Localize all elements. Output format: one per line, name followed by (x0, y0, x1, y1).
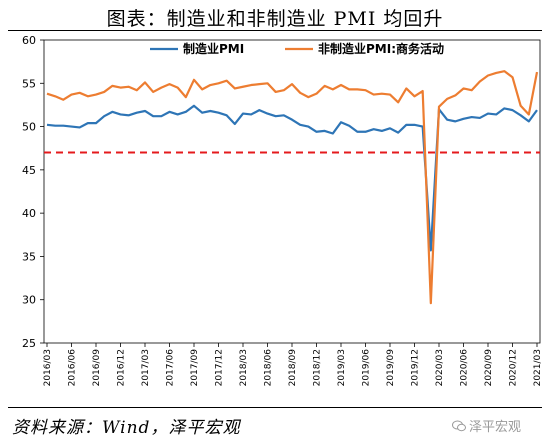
title-divider (8, 30, 542, 31)
x-tick-label: 2016/09 (92, 349, 102, 387)
legend-item-manufacturing-label: 制造业PMI (183, 41, 244, 56)
x-tick-label: 2019/06 (362, 349, 372, 387)
x-tick-label: 2019/03 (337, 349, 347, 386)
y-tick-label: 35 (22, 250, 36, 263)
x-tick-label: 2016/12 (117, 349, 127, 386)
footer-divider (8, 407, 542, 408)
x-tick-label: 2018/03 (239, 349, 249, 386)
x-tick-label: 2019/12 (411, 349, 421, 386)
wechat-icon (452, 420, 466, 432)
non-manufacturing-pmi-line (46, 70, 539, 305)
x-tick-label: 2017/09 (190, 349, 200, 387)
y-tick-label: 50 (22, 121, 36, 134)
x-tick-label: 2020/03 (435, 349, 445, 386)
x-tick-label: 2018/06 (264, 349, 274, 387)
x-tick-label: 2016/06 (68, 349, 78, 387)
x-tick-label: 2017/03 (141, 349, 151, 386)
x-tick-label: 2016/03 (43, 349, 53, 386)
y-tick-label: 60 (22, 34, 36, 47)
x-tick-label: 2017/06 (166, 349, 176, 387)
legend-item-non-manufacturing-label: 非制造业PMI:商务活动 (318, 41, 444, 56)
x-tick-label: 2018/09 (288, 349, 298, 387)
x-tick-label: 2020/12 (509, 349, 519, 386)
x-tick-label: 2020/06 (460, 349, 470, 387)
manufacturing-pmi-line (46, 104, 538, 252)
x-tick-label: 2017/12 (215, 349, 225, 386)
y-tick-label: 30 (22, 294, 36, 307)
watermark: 泽平宏观 (452, 416, 521, 435)
y-axis-ticks: 25 30 35 40 45 50 55 60 (22, 34, 44, 350)
y-tick-label: 45 (22, 164, 36, 177)
series-lines (46, 70, 539, 305)
source-note: 资料来源：Wind，泽平宏观 (12, 418, 241, 438)
y-tick-label: 55 (22, 77, 36, 90)
x-tick-label: 2021/03 (533, 349, 543, 386)
chart-title: 图表：制造业和非制造业 PMI 均回升 (106, 8, 444, 30)
x-axis-ticks: 2016/03 2016/06 2016/09 2016/12 2017/03 2017/… (43, 343, 543, 386)
x-tick-label: 2018/12 (313, 349, 323, 386)
x-tick-label: 2020/09 (484, 349, 494, 387)
y-tick-label: 25 (22, 337, 36, 350)
y-tick-label: 40 (22, 207, 36, 220)
x-tick-label: 2019/09 (386, 349, 396, 387)
chart-legend: 制造业PMI 非制造业PMI:商务活动 (150, 41, 444, 56)
watermark-text: 泽平宏观 (469, 420, 522, 435)
